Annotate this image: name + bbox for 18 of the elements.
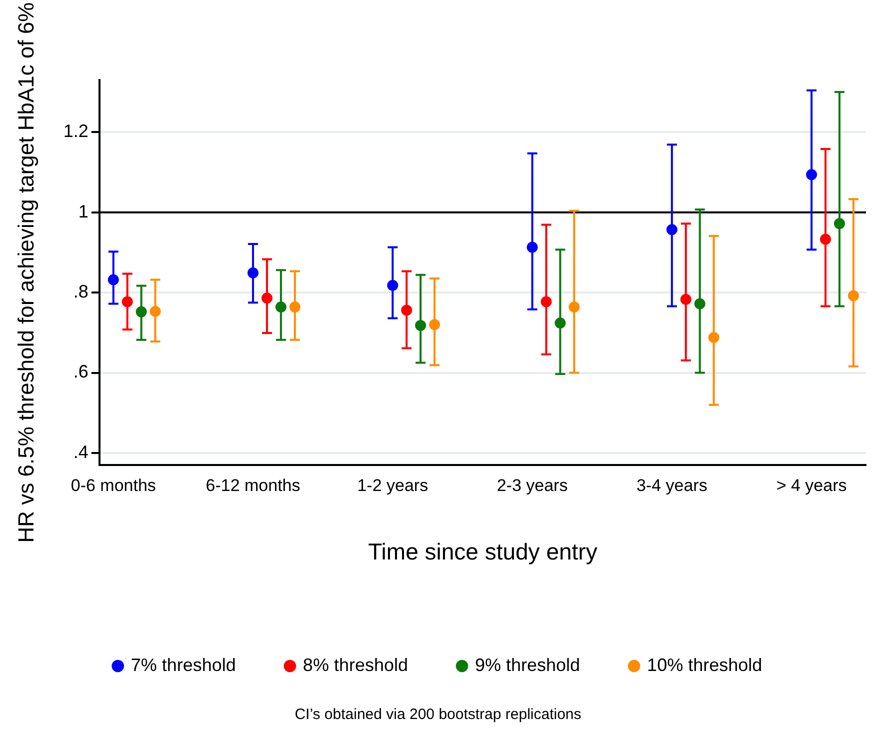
x-tick-label: 0-6 months: [70, 476, 156, 495]
x-tick-label: 1-2 years: [357, 476, 428, 495]
legend-label: 7% threshold: [130, 654, 236, 675]
legend-label: 8% threshold: [302, 654, 408, 675]
x-axis-title: Time since study entry: [368, 538, 598, 565]
y-tick-label: .6: [73, 362, 88, 382]
text: CI’s obtained via 200 bootstrap replications: [294, 706, 582, 723]
y-tick-label: 1.2: [63, 121, 88, 142]
y-tick-label: .8: [73, 282, 88, 302]
legend-label: 9% threshold: [474, 654, 580, 675]
y-tick-label: .4: [73, 442, 88, 462]
x-tick-label: 6-12 months: [206, 476, 300, 495]
x-tick-label: > 4 years: [776, 476, 847, 495]
x-tick-label: 3-4 years: [636, 476, 708, 495]
y-axis-title: HR vs 6.5% threshold for achieving target HbA1c of 6%: [13, 2, 38, 543]
x-tick-label: 2-3 years: [496, 476, 568, 495]
y-tick-label: 1: [78, 201, 88, 222]
legend-label: 10% threshold: [647, 654, 762, 675]
